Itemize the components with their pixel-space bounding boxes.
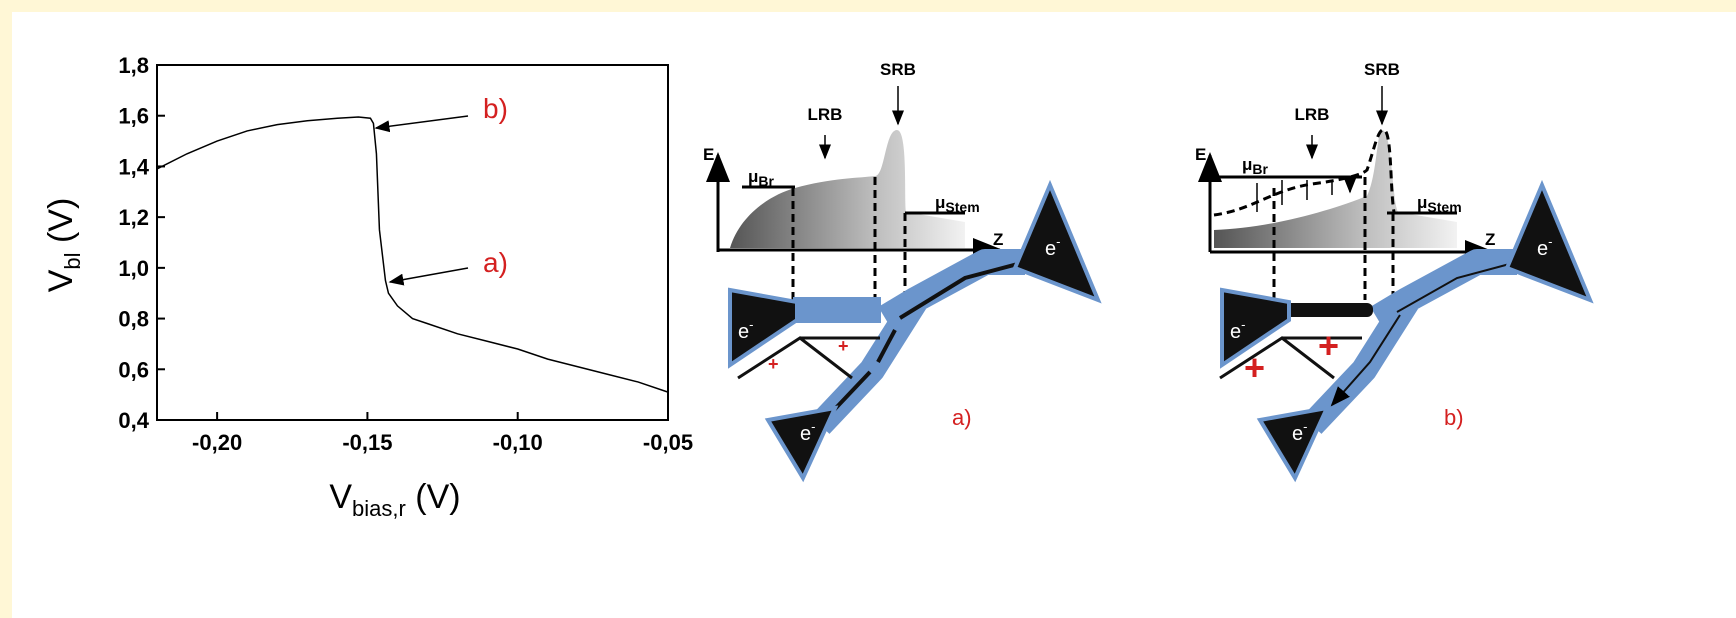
- x-tick-label: -0,10: [493, 430, 543, 455]
- axis-label: Z: [1485, 230, 1495, 249]
- charge: +: [768, 354, 779, 374]
- annotation: b): [483, 93, 508, 124]
- y-tick-label: 0,6: [118, 357, 149, 382]
- axis-label: Z: [993, 230, 1003, 249]
- figure: Vbl (V) Vbias,r (V) b) a) 0,40,60,81,01,…: [0, 0, 1736, 618]
- charge: +: [1318, 325, 1339, 366]
- x-tick-label: -0,05: [643, 430, 693, 455]
- axis-label: E: [703, 145, 714, 164]
- charge: +: [838, 336, 849, 356]
- y-tick-label: 1,4: [118, 154, 149, 179]
- y-tick-label: 1,8: [118, 53, 149, 78]
- y-tick-label: 1,2: [118, 205, 149, 230]
- x-tick-label: -0,20: [192, 430, 242, 455]
- channel: [793, 297, 881, 323]
- barrier-label: SRB: [880, 60, 916, 79]
- charge: +: [1244, 347, 1265, 388]
- caption: b): [1444, 405, 1464, 430]
- channel: [1285, 303, 1373, 317]
- caption: a): [952, 405, 972, 430]
- barrier-label: LRB: [808, 105, 843, 124]
- y-tick-label: 0,4: [118, 408, 149, 433]
- barrier-label: LRB: [1295, 105, 1330, 124]
- y-tick-label: 1,0: [118, 256, 149, 281]
- y-tick-label: 0,8: [118, 307, 149, 332]
- y-tick-label: 1,6: [118, 104, 149, 129]
- y-axis-label: Vbl (V): [42, 198, 85, 293]
- barrier-label: SRB: [1364, 60, 1400, 79]
- axis-label: E: [1195, 145, 1206, 164]
- x-tick-label: -0,15: [342, 430, 392, 455]
- annotation: a): [483, 247, 508, 278]
